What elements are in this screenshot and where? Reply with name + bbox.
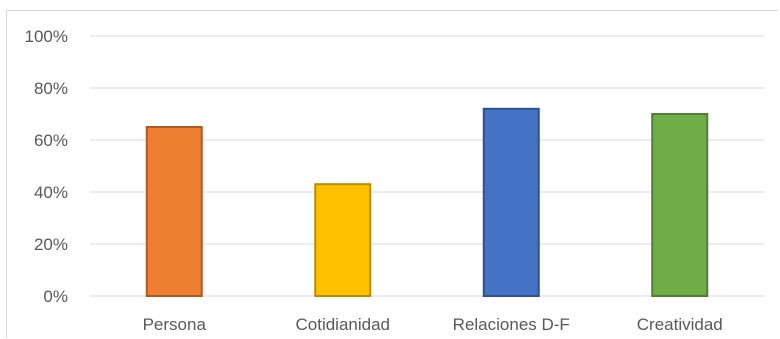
y-tick-label: 80% [34,79,68,98]
bar-persona [145,126,203,297]
y-axis-ticks: 0% 20% 40% 60% 80% 100% [25,27,68,306]
x-category-label: Relaciones D-F [453,315,570,334]
y-tick-label: 0% [43,287,68,306]
x-category-label: Cotidianidad [295,315,390,334]
bars [145,107,709,297]
x-category-label: Persona [143,315,207,334]
x-axis-labels: Persona Cotidianidad Relaciones D-F Creativ… [143,315,723,334]
bar-cotidianidad [314,183,372,297]
bar-creatividad [651,113,709,297]
y-tick-label: 60% [34,131,68,150]
y-tick-label: 20% [34,235,68,254]
y-tick-label: 100% [25,27,68,46]
bar-relaciones-d-f [482,107,540,297]
x-category-label: Creatividad [637,315,723,334]
y-tick-label: 40% [34,183,68,202]
chart-frame [6,10,778,338]
